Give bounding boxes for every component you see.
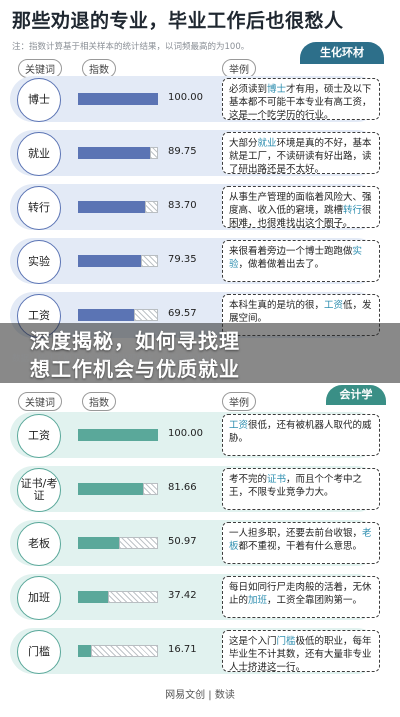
example-quote: 考不完的证书，而且个个考中之王，不限专业竞争力大。 (222, 468, 380, 510)
quote-keyword: 实验 (229, 246, 363, 270)
bar-track (78, 309, 158, 321)
bar (78, 93, 158, 105)
example-quote: 来很看着旁边一个博士跑跑做实验，做着做着出去了。 (222, 240, 380, 282)
bar-remainder (150, 147, 158, 159)
category-label: 老板 (17, 522, 61, 566)
bar (78, 537, 119, 549)
quote-text: 才有用，硕士及以下基本都不可能干本专业有高工资，这是一个吃学历的行业。 (229, 84, 372, 121)
example-quote: 必须读到博士才有用，硕士及以下基本都不可能干本专业有高工资，这是一个吃学历的行业… (222, 78, 380, 121)
quote-text: 这是个入门 (229, 636, 277, 647)
footer-credit: 网易文创 | 数读 (165, 690, 235, 701)
header-example-2: 举例 (222, 392, 256, 411)
quote-text: 很困难，也很难找出这个圈子。 (229, 205, 372, 229)
data-label: 81.66 (168, 482, 197, 493)
bar-track (78, 429, 158, 441)
bar (78, 147, 150, 159)
bar (78, 591, 108, 603)
example-quote: 每日如同行尸走肉般的活着，无休止的加班，工资全靠团购第一。 (222, 576, 380, 618)
data-label: 69.57 (168, 308, 197, 319)
bar-remainder (108, 591, 158, 603)
quote-text: 每日如同行尸走肉般的活着，无休止的 (229, 582, 372, 606)
quote-keyword: 博士 (267, 84, 287, 95)
data-label: 89.75 (168, 146, 197, 157)
bar-remainder (119, 537, 158, 549)
quote-keyword: 门槛 (276, 636, 296, 647)
bar-remainder (91, 645, 158, 657)
bar (78, 645, 91, 657)
category-label: 转行 (17, 186, 61, 230)
example-quote: 工资很低，还有被机器人取代的威胁。 (222, 414, 380, 456)
bar (78, 429, 158, 441)
category-label: 就业 (17, 132, 61, 176)
data-label: 50.97 (168, 536, 197, 547)
quote-text: ，而且个个考中之王，不限专业竞争力大。 (229, 474, 363, 498)
quote-text: ，工资全靠团购第一。 (267, 595, 363, 606)
example-quote: 一人担多职，还要去前台收银，老板都不重视，干着有什么意思。 (222, 522, 380, 564)
data-label: 37.42 (168, 590, 197, 601)
quote-text: 低，发展空间。 (229, 300, 372, 324)
quote-keyword: 就业 (257, 138, 277, 149)
quote-text: 环境是真的不好，基本就是工厂，不读研读有好出路，读了研出路还是不太好。 (229, 138, 372, 175)
quote-text: 考不完的 (229, 474, 268, 485)
quote-text: 极低的职业，每年毕业生不计其数，还有大量非专业人士挤进这一行。 (229, 636, 372, 673)
bar-remainder (143, 483, 158, 495)
header-keyword-2: 关键词 (18, 392, 62, 411)
bar-track (78, 591, 158, 603)
bar-track (78, 147, 158, 159)
example-quote: 从事生产管理的面临着风险大、强度高、收入低的窘境，跳槽转行很困难，也很难找出这个… (222, 186, 380, 229)
data-label: 79.35 (168, 254, 197, 265)
major-badge-bottom: 会计学 (326, 385, 386, 405)
top-note: 注：指数计算基于相关样本的统计结果，以词频最高的为100。 (12, 42, 250, 52)
example-quote: 这是个入门门槛极低的职业，每年毕业生不计其数，还有大量非专业人士挤进这一行。 (222, 630, 380, 673)
bar-track (78, 93, 158, 105)
page-title: 那些劝退的专业，毕业工作后也很愁人 (12, 10, 344, 32)
quote-text: 都不重视，干着有什么意思。 (238, 541, 363, 552)
category-label: 工资 (17, 414, 61, 458)
bottom-note: 数据：统计了如下5个关键词出现频次，以最高为100 (12, 354, 213, 364)
category-label: 博士 (17, 78, 61, 122)
data-label: 83.70 (168, 200, 197, 211)
data-label: 100.00 (168, 428, 203, 439)
bar-track (78, 537, 158, 549)
quote-text: 很低，还有被机器人取代的威胁。 (229, 420, 372, 444)
quote-text: ，做着做着出去了。 (238, 259, 325, 270)
bar (78, 483, 143, 495)
quote-keyword: 工资 (229, 420, 249, 431)
quote-text: 本科生真的是坑的很， (229, 300, 325, 311)
banner-line-1: 深度揭秘，如何寻找理 (30, 329, 240, 353)
bar-remainder (145, 201, 158, 213)
category-label: 实验 (17, 240, 61, 284)
bar-remainder (134, 309, 158, 321)
data-label: 16.71 (168, 644, 197, 655)
quote-text: 大部分 (229, 138, 258, 149)
banner-line-2: 想工作机会与优质就业 (30, 357, 240, 381)
bar (78, 309, 134, 321)
header-index: 指数 (82, 59, 116, 78)
bar-track (78, 483, 158, 495)
quote-keyword: 老板 (229, 528, 372, 552)
bar-track (78, 201, 158, 213)
quote-keyword: 工资 (324, 300, 344, 311)
bar-remainder (141, 255, 158, 267)
overlay-banner (0, 323, 400, 383)
example-quote: 大部分就业环境是真的不好，基本就是工厂，不读研读有好出路，读了研出路还是不太好。 (222, 132, 380, 175)
category-label: 加班 (17, 576, 61, 620)
quote-keyword: 转行 (343, 205, 363, 216)
category-label: 门槛 (17, 630, 61, 674)
quote-keyword: 证书 (267, 474, 287, 485)
quote-text: 必须读到 (229, 84, 268, 95)
quote-text: 来很看着旁边一个博士跑跑做 (229, 246, 353, 257)
bar-track (78, 645, 158, 657)
bar-track (78, 255, 158, 267)
quote-keyword: 加班 (248, 595, 268, 606)
header-index-2: 指数 (82, 392, 116, 411)
bar (78, 255, 141, 267)
category-label: 证书/考证 (17, 468, 61, 512)
data-label: 100.00 (168, 92, 203, 103)
major-badge-top: 生化环材 (300, 42, 384, 64)
quote-text: 从事生产管理的面临着风险大、强度高、收入低的窘境，跳槽 (229, 192, 372, 216)
bar (78, 201, 145, 213)
quote-text: 一人担多职，还要去前台收银， (229, 528, 363, 539)
